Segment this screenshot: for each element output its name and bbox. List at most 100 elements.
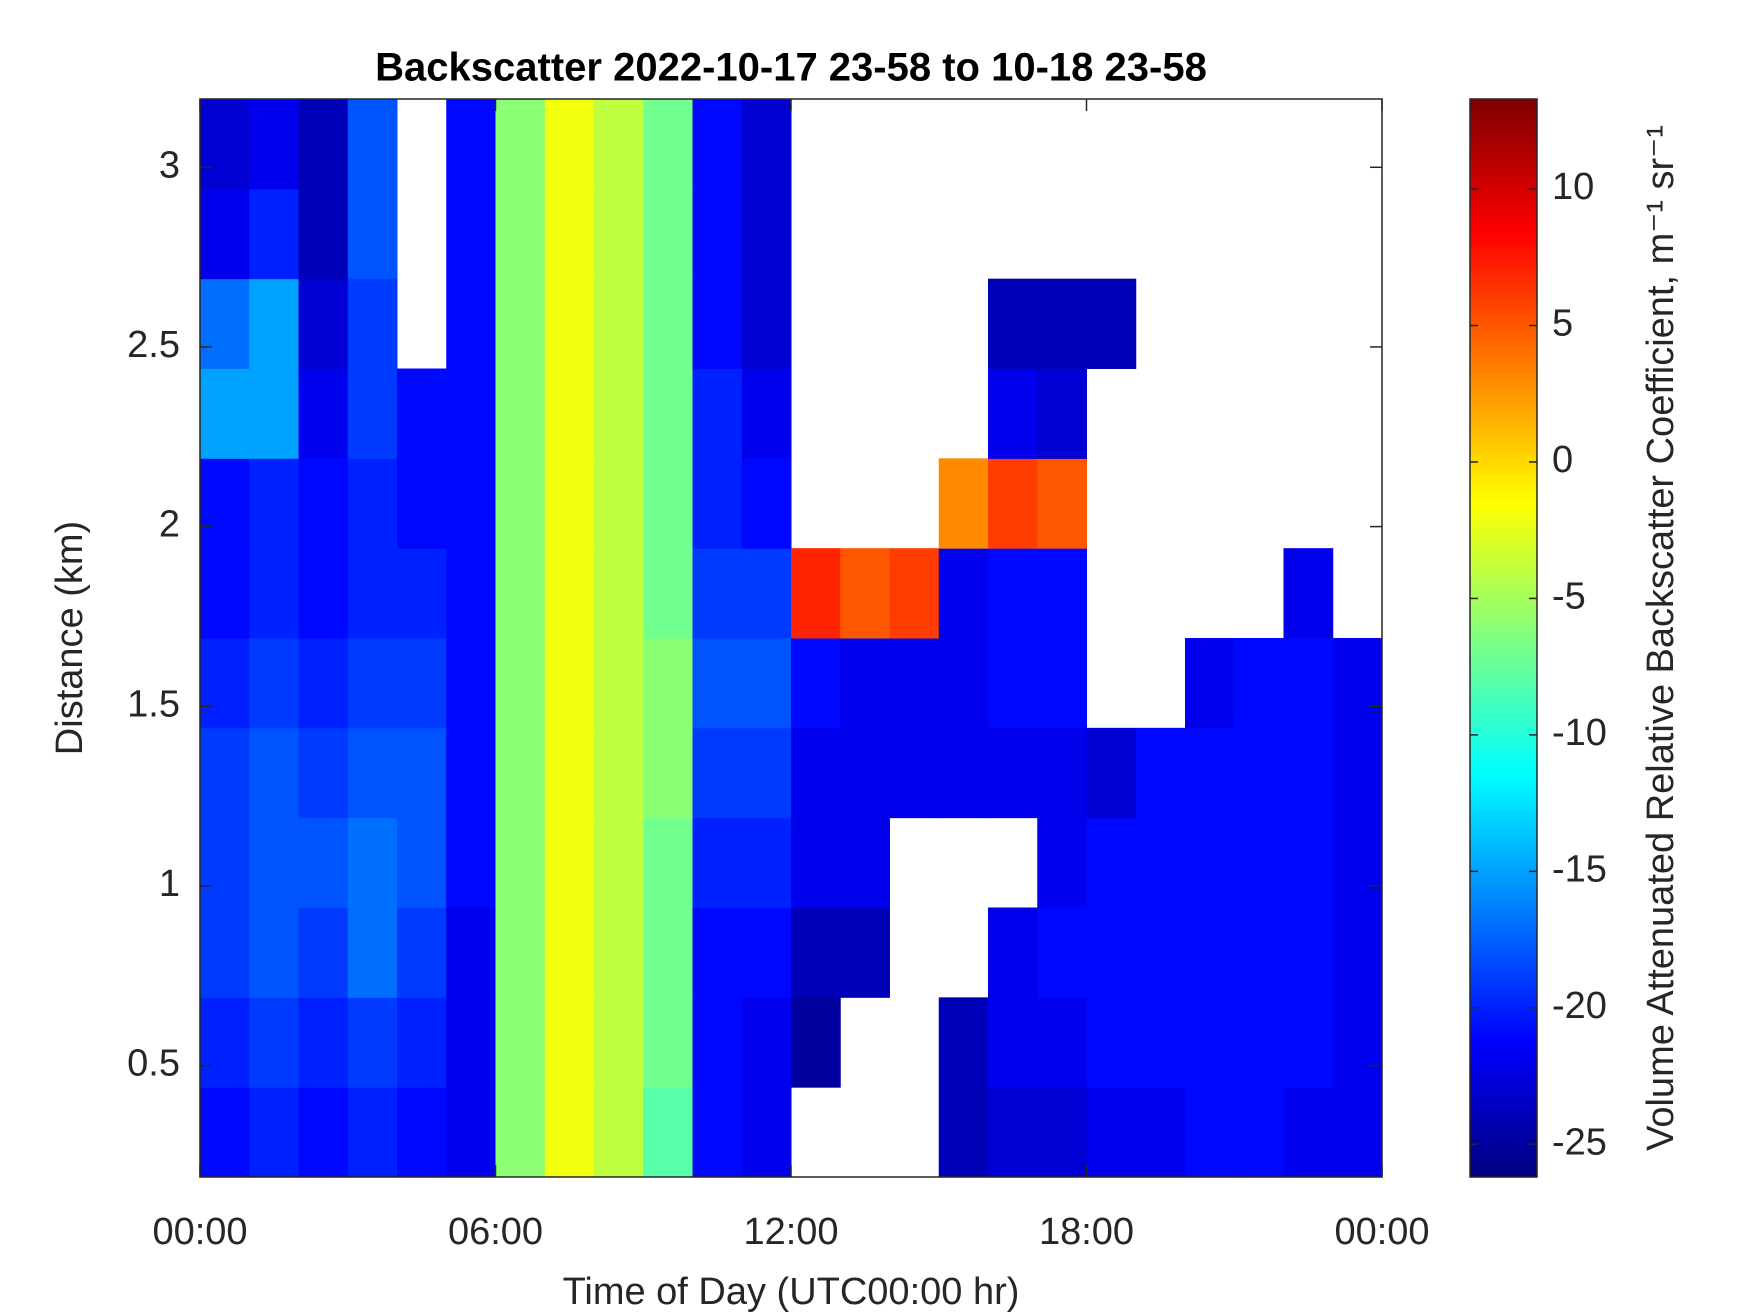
heatmap-cell [643,458,693,549]
heatmap-cell [741,727,792,819]
heatmap-cell [594,188,644,280]
heatmap-cell [446,188,496,280]
heatmap-cell [544,278,595,369]
heatmap-cell [938,997,989,1088]
heatmap-cell [347,638,398,729]
heatmap-cell [1037,817,1087,908]
heatmap-cell [1037,458,1087,549]
heatmap-cell [544,817,595,908]
heatmap-cell [1037,638,1087,729]
heatmap-cell [1234,997,1284,1088]
heatmap-cell [988,907,1038,998]
x-tick-label: 12:00 [743,1211,838,1253]
heatmap-cell [495,638,546,729]
heatmap-cell [692,548,743,639]
heatmap-cell [1234,638,1284,729]
heatmap-cell [1234,907,1284,998]
heatmap-cell [1086,1087,1137,1178]
heatmap-cell [200,99,250,190]
heatmap-cell [692,188,743,280]
heatmap-cell [544,458,595,549]
colorbar-tick-label: -15 [1552,848,1607,890]
heatmap-cell [741,997,792,1088]
heatmap-cell [347,548,398,639]
heatmap-cell [1135,727,1186,819]
heatmap-cell [397,638,447,729]
heatmap-cell [347,188,398,280]
heatmap-cell [1037,548,1087,639]
heatmap-cell [200,458,250,549]
heatmap-cell [741,188,792,280]
x-tick-label: 00:00 [152,1211,247,1253]
heatmap-cell [1086,727,1137,819]
heatmap-cell [692,907,743,998]
heatmap-cell [298,368,349,459]
heatmap-cell [249,997,299,1088]
heatmap-cell [741,638,792,729]
heatmap-cell [397,997,447,1088]
heatmap-cell [495,817,546,908]
colorbar-tick-label: 10 [1552,166,1594,208]
heatmap-cell [938,548,989,639]
colorbar [1469,98,1538,1178]
colorbar-label: Volume Attenuated Relative Backscatter C… [1640,125,1682,1151]
heatmap-cell [1332,907,1383,998]
heatmap-cell [1037,368,1087,459]
heatmap-cell [347,907,398,998]
heatmap-cell [446,278,496,369]
heatmap-cell [594,1087,644,1178]
heatmap-cell [397,727,447,819]
heatmap-cell [741,278,792,369]
heatmap-cell [938,458,989,549]
heatmap-cell [791,907,841,998]
colorbar-tick-label: -5 [1552,575,1586,617]
heatmap-cell [298,548,349,639]
heatmap-cell [791,817,841,908]
heatmap-cell [544,997,595,1088]
heatmap-cell [791,638,841,729]
heatmap-cell [643,368,693,459]
heatmap-cell [692,278,743,369]
heatmap-cell [840,638,890,729]
heatmap-cell [298,458,349,549]
colorbar-tick-label: -10 [1552,712,1607,754]
heatmap-cell [1037,278,1087,369]
heatmap-cell [347,997,398,1088]
y-axis-label: Distance (km) [49,521,91,755]
heatmap-cell [594,278,644,369]
chart-title: Backscatter 2022-10-17 23-58 to 10-18 23… [375,46,1207,90]
heatmap-cell [643,1087,693,1178]
heatmap-cell [1037,1087,1087,1178]
heatmap-cell [692,458,743,549]
heatmap-cell [495,188,546,280]
heatmap-cell [1086,278,1137,369]
heatmap-cell [544,99,595,190]
heatmap-cell [397,548,447,639]
y-tick-label: 1.5 [127,683,180,725]
heatmap-cell [1037,997,1087,1088]
heatmap-cell [298,188,349,280]
heatmap-cell [544,368,595,459]
heatmap-cell [298,638,349,729]
heatmap-cell [741,368,792,459]
heatmap-cell [249,278,299,369]
heatmap-cell [643,278,693,369]
heatmap-cell [544,907,595,998]
y-tick-label: 3 [159,144,180,186]
heatmap-cell [200,907,250,998]
heatmap-cell [889,548,940,639]
heatmap-cell [495,278,546,369]
heatmap-cell [692,368,743,459]
heatmap-cell [1037,727,1087,819]
heatmap-cell [495,727,546,819]
y-tick-label: 2 [159,504,180,546]
heatmap-cell [1283,638,1334,729]
heatmap-cell [544,727,595,819]
heatmap-cell [988,638,1038,729]
heatmap-cell [200,368,250,459]
heatmap-cell [495,997,546,1088]
heatmap-cell [594,997,644,1088]
heatmap-cell [1185,997,1235,1088]
heatmap-cell [1135,817,1186,908]
colorbar-tick-label: 0 [1552,439,1573,481]
